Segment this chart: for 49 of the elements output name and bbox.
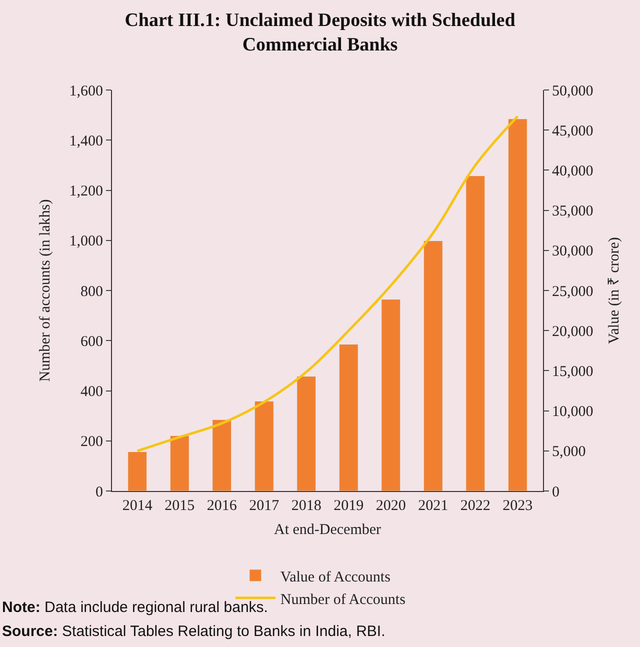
bar: [508, 118, 528, 491]
x-tick-label: 2014: [122, 498, 153, 514]
y-tick-label: 1,400: [69, 133, 103, 150]
chart-title: Chart III.1: Unclaimed Deposits with Scheduled Commercial Banks: [124, 10, 516, 56]
x-tick-label: 2019: [334, 498, 364, 514]
x-tick-label: 2021: [418, 498, 448, 514]
legend-label: Number of Accounts: [280, 592, 406, 608]
y-tick-label: 400: [80, 384, 103, 400]
y2-tick-label: 5,000: [552, 444, 586, 460]
y2-tick-label: 40,000: [552, 163, 594, 180]
y-tick-label: 600: [80, 334, 103, 350]
bar: [212, 419, 232, 491]
bar: [381, 299, 401, 491]
x-tick-label: 2015: [164, 498, 195, 514]
y2-tick-label: 25,000: [552, 284, 594, 300]
bar: [296, 376, 316, 491]
x-tick-label: 2016: [206, 498, 238, 514]
bar: [170, 435, 190, 491]
line-series: [136, 115, 519, 452]
source-note: Source: Statistical Tables Relating to Banks in India, RBI.: [2, 623, 386, 640]
y-tick-label: 0: [96, 484, 103, 500]
legend-label: Value of Accounts: [280, 569, 391, 586]
x-tick-label: 2018: [291, 498, 322, 514]
x-tick-label: 2023: [502, 498, 533, 514]
x-tick-label: 2017: [249, 498, 280, 514]
y2-axis-title: Value (in ₹ crore): [606, 237, 622, 344]
y-tick-label: 1,200: [69, 184, 103, 200]
x-tick-label: 2020: [376, 498, 406, 514]
x-tick-label: 2022: [460, 498, 490, 514]
y2-tick-label: 10,000: [552, 404, 594, 420]
y-axis-title: Number of accounts (in lakhs): [38, 199, 54, 382]
y2-tick-label: 20,000: [552, 324, 594, 340]
bar: [423, 240, 443, 491]
y-tick-label: 1,000: [69, 234, 103, 250]
y2-tick-label: 35,000: [552, 204, 594, 220]
y2-tick-label: 45,000: [552, 123, 594, 140]
x-axis-title: At end-December: [274, 522, 382, 538]
y2-tick-label: 15,000: [552, 364, 594, 380]
bar: [466, 176, 486, 491]
text: Note: Data include regional rural banks.: [2, 599, 268, 616]
bar: [254, 400, 274, 491]
y-tick-label: 800: [80, 284, 103, 300]
y2-tick-label: 30,000: [552, 244, 594, 260]
y2-tick-label: 0: [552, 484, 560, 500]
y-tick-label: 200: [80, 434, 103, 450]
bar: [338, 344, 358, 491]
bar: [128, 451, 148, 491]
y2-tick-label: 50,000: [552, 83, 594, 100]
y-tick-label: 1,600: [69, 83, 103, 100]
